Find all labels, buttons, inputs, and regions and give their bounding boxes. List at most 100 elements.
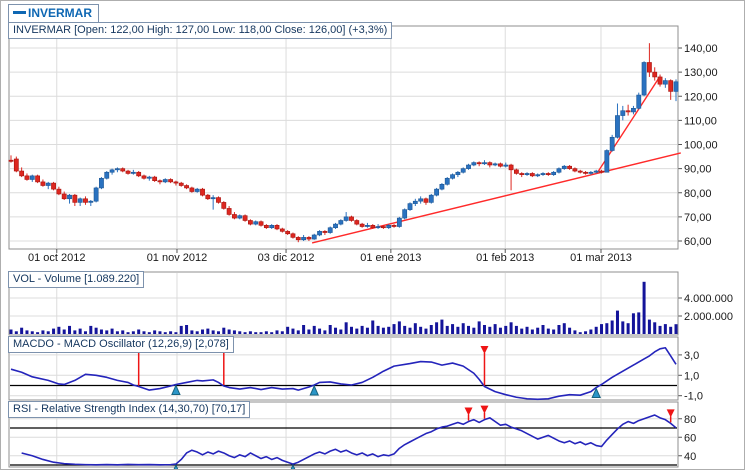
candle-body [253,221,259,225]
volume-bar [467,325,471,334]
volume-bar [557,325,561,334]
rsi-panel-label: RSI - Relative Strength Index (14,30,70)… [8,401,251,418]
candle-body [343,216,349,221]
volume-bar [568,327,572,334]
rsi-panel-label-text: RSI - Relative Strength Index (14,30,70)… [13,403,246,415]
volume-bar [280,331,284,334]
candle-body [168,179,173,183]
candle-body [125,170,131,174]
volume-bar [243,332,247,334]
volume-bar [201,329,205,334]
volume-bar [131,331,135,334]
candle-body [673,81,679,92]
candle-body [567,165,572,169]
candle-body [317,231,322,236]
candle-body [498,163,503,167]
series-legend[interactable]: INVERMAR [8,4,100,23]
volume-bar [323,330,327,334]
candle-body [668,80,674,92]
candle-body [545,173,551,175]
volume-bar [222,327,226,334]
volume-bar [94,327,98,334]
candle-body [115,168,120,171]
candle-body [8,159,14,162]
candle-body [77,198,83,203]
candle-body [556,168,562,173]
sell-signal-icon [480,346,489,354]
volume-bar [605,323,609,334]
candle-body [24,175,30,180]
volume-panel-label-text: VOL - Volume [1.089.220] [13,273,140,285]
candle-body [130,171,136,174]
volume-bar [392,324,396,334]
candle-body [503,164,509,167]
volume-bar [275,330,279,334]
volume-bar [68,325,72,334]
candle-body [359,223,365,227]
volume-bar [381,327,385,334]
candle-body [609,136,615,151]
candle-body [444,177,450,185]
price-panel-border [8,25,679,250]
volume-bar [169,331,173,334]
candle-body [402,209,408,219]
candle-body [200,188,205,196]
macd-line [10,346,677,401]
volume-bar [594,326,598,334]
candle-body [487,162,493,166]
series-line-sample-icon [13,11,26,15]
candle-body [418,198,424,202]
candle-body [482,162,487,165]
ohlc-info-bar: INVERMAR [Open: 122,00 High: 127,00 Low:… [8,22,393,39]
x-axis-label: 01 mar 2013 [570,252,632,264]
buy-signal-icon [171,384,181,395]
volume-bar [147,332,151,334]
candle-body [29,175,35,180]
candle-body [13,158,19,172]
volume-bar [621,321,625,334]
candle-body [146,176,152,179]
series-legend-label: INVERMAR [28,6,93,20]
macd-y-axis-label: -1,0 [684,391,703,403]
volume-bar [318,328,322,334]
volume-bar [302,325,306,334]
volume-bar [626,323,630,334]
volume-bar [493,324,497,334]
candle-body [646,62,652,73]
candle-body [263,225,269,229]
candle-body [391,225,397,227]
x-axis-label: 01 nov 2012 [147,252,208,264]
volume-bar [115,331,119,334]
volume-bar [270,332,274,334]
candle-body [466,164,471,169]
volume-bar [376,325,380,334]
candle-body [290,233,296,238]
price-y-axis-label: 60,00 [684,236,712,248]
volume-bar [14,331,18,334]
rsi-y-axis-label: 60 [684,432,696,444]
candle-body [561,165,567,169]
volume-bar [57,326,61,334]
candle-body [274,225,280,230]
trend-line [311,152,681,244]
price-y-axis-label: 120,00 [684,91,718,103]
volume-bar [46,331,50,334]
volume-bar [397,321,401,334]
candle-body [407,203,413,210]
volume-bar [248,331,252,334]
candle-body [35,175,40,183]
volume-bar [312,325,316,334]
candle-body [184,185,189,189]
price-y-axis-label: 80,00 [684,188,712,200]
volume-bar [413,323,417,334]
candle-body [72,194,78,203]
price-y-axis-label: 70,00 [684,212,712,224]
rsi-y-axis-label: 40 [684,451,696,463]
volume-bar [153,330,157,334]
candle-body [354,220,360,225]
volume-panel-border [8,271,679,336]
volume-bar [653,322,657,334]
candle-body [572,168,578,172]
volume-bar [647,319,651,334]
